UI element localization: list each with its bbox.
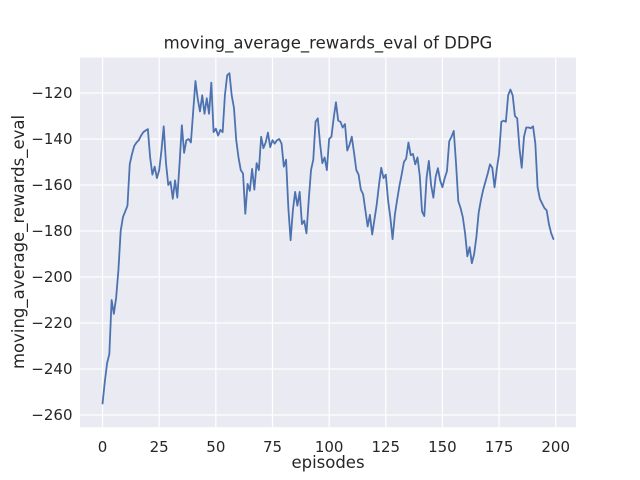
y-tick-label: −200 [31, 268, 72, 286]
y-tick-label: −240 [31, 360, 72, 378]
x-tick-label: 200 [541, 438, 570, 456]
y-tick-label: −180 [31, 222, 72, 240]
y-axis-label: moving_average_rewards_eval [9, 115, 29, 369]
x-tick-label: 125 [371, 438, 400, 456]
reward-line-series [101, 72, 555, 405]
x-tick-label: 50 [206, 438, 225, 456]
x-tick-labels: 0 25 50 75 100 125 150 175 200 [98, 438, 570, 456]
chart-title: moving_average_rewards_eval of DDPG [164, 34, 493, 54]
x-tick-label: 100 [315, 438, 344, 456]
x-tick-label: 175 [485, 438, 514, 456]
x-tick-label: 75 [263, 438, 282, 456]
y-tick-label: −120 [31, 84, 72, 102]
y-tick-labels: −120 −140 −160 −180 −200 −220 −240 −260 [31, 84, 72, 424]
x-axis-label: episodes [291, 453, 364, 472]
plot-area [80, 57, 576, 428]
x-tick-label: 150 [428, 438, 457, 456]
x-tick-label: 25 [150, 438, 169, 456]
y-tick-label: −160 [31, 176, 72, 194]
y-tick-label: −220 [31, 314, 72, 332]
y-tick-label: −260 [31, 406, 72, 424]
y-tick-label: −140 [31, 130, 72, 148]
x-tick-label: 0 [98, 438, 108, 456]
